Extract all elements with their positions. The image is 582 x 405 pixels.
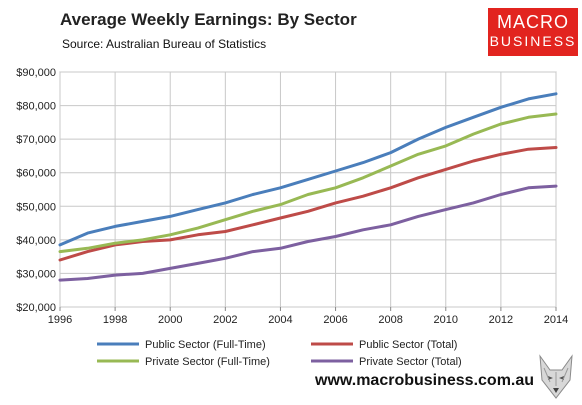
wolf-icon [539,354,573,399]
plot-area [59,71,557,308]
series-line-4 [58,184,558,282]
x-tick-label: 2014 [544,314,568,326]
y-tick-label: $40,000 [16,235,56,247]
legend-label: Public Sector (Total) [359,339,457,351]
y-tick-label: $30,000 [16,268,56,280]
y-tick-label: $20,000 [16,302,56,314]
y-tick-label: $80,000 [16,101,56,113]
y-tick-label: $70,000 [16,134,56,146]
footer-url: www.macrobusiness.com.au [315,372,535,389]
legend-label: Private Sector (Full-Time) [145,356,270,368]
series-line-3 [58,112,558,254]
x-tick-label: 2012 [489,314,513,326]
x-tick-label: 2004 [268,314,292,326]
x-tick-label: 1998 [103,314,127,326]
chart-title: Average Weekly Earnings: By Sector [60,10,357,29]
chart-subtitle: Source: Australian Bureau of Statistics [62,37,267,51]
legend-label: Private Sector (Total) [359,356,462,368]
logo-line2: BUSINESS [489,33,577,49]
macrobusiness-logo: MACRO BUSINESS [488,8,578,56]
series-line-2 [58,146,558,262]
x-tick-label: 2010 [434,314,458,326]
logo-line1: MACRO [497,12,569,32]
y-tick-label: $50,000 [16,201,56,213]
series-line-1 [58,92,558,247]
y-tick-label: $90,000 [16,67,56,79]
x-tick-label: 1996 [48,314,72,326]
x-tick-label: 2008 [378,314,402,326]
y-tick-label: $60,000 [16,168,56,180]
x-tick-label: 2006 [323,314,347,326]
x-tick-label: 2000 [158,314,182,326]
legend-label: Public Sector (Full-Time) [145,339,266,351]
x-tick-label: 2002 [213,314,237,326]
